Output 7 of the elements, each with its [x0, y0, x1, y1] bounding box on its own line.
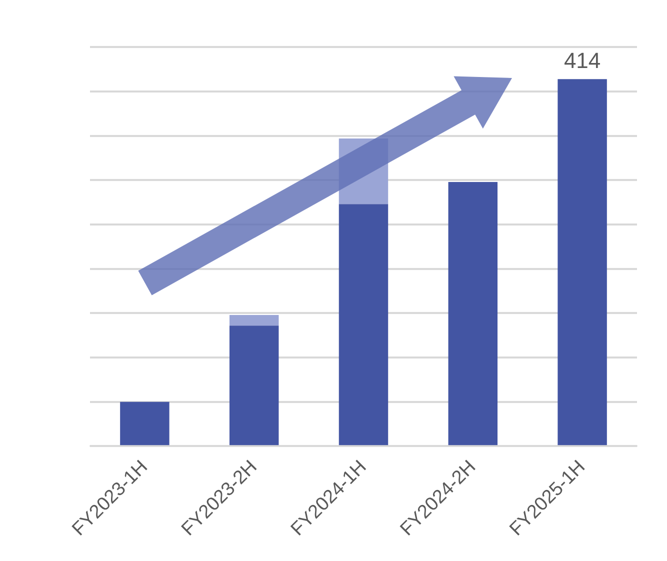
bar: [338, 204, 388, 446]
bar: [558, 79, 607, 446]
data-label: 414: [564, 48, 601, 74]
bar: [229, 314, 279, 326]
bar: [448, 182, 498, 446]
bar: [229, 326, 279, 446]
bar: [120, 402, 170, 446]
